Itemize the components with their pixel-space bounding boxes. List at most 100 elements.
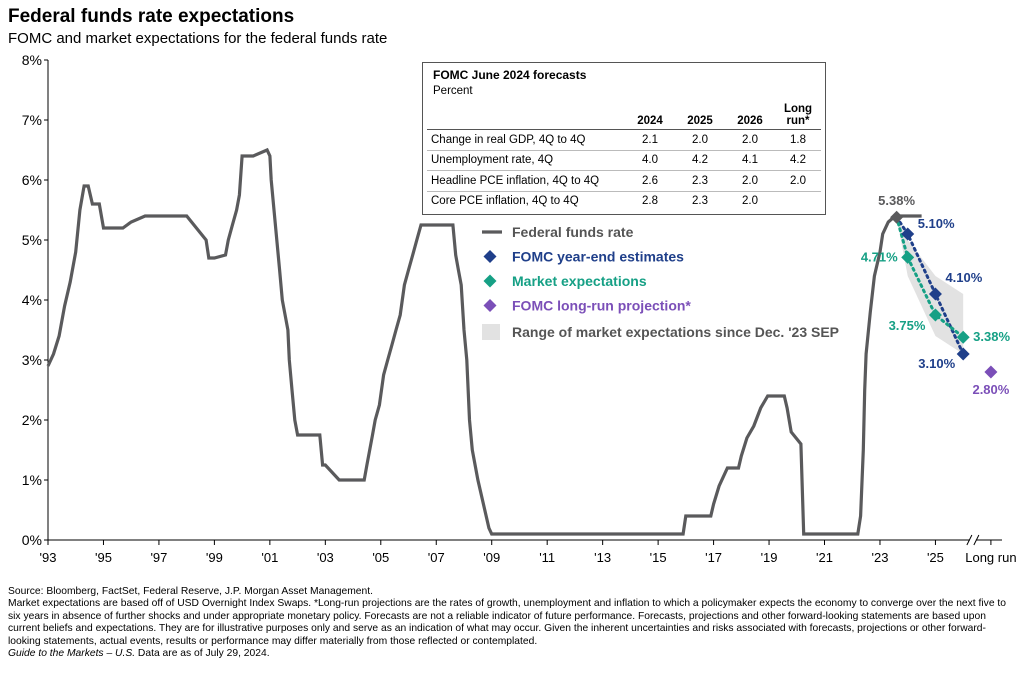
legend-diamond-swatch xyxy=(483,250,497,263)
x-tick-label: '21 xyxy=(816,550,833,565)
table-cell: 4.0 xyxy=(625,150,675,171)
legend-range-swatch xyxy=(482,324,500,340)
table-cell: 2.1 xyxy=(625,129,675,151)
axis-break-gap xyxy=(969,536,976,544)
asof-text: Data are as of July 29, 2024. xyxy=(135,648,270,660)
chart-subtitle: FOMC and market expectations for the fed… xyxy=(8,30,388,47)
table-cell: 2.3 xyxy=(692,195,708,208)
table-row-label: Core PCE inflation, 4Q to 4Q xyxy=(431,195,579,208)
table-cell: 2.6 xyxy=(625,170,675,192)
legend-label: Range of market expectations since Dec. … xyxy=(512,324,839,340)
x-tick-label: '09 xyxy=(483,550,500,565)
forecast-table-header-row: 2024 2025 2026 Long run* xyxy=(427,103,821,130)
current-rate-label: 5.38% xyxy=(878,193,915,208)
chart-title: Federal funds rate expectations xyxy=(8,6,295,27)
y-tick-label: 7% xyxy=(22,112,42,128)
fed-funds-line xyxy=(46,147,922,536)
y-tick-label: 4% xyxy=(22,292,42,308)
longrun-data-label: 2.80% xyxy=(972,382,1009,397)
x-tick-label: '15 xyxy=(650,550,667,565)
market-dotted-line xyxy=(895,215,965,339)
fomc-data-label: 4.10% xyxy=(945,270,982,285)
table-cell: 4.2 xyxy=(675,150,725,171)
fomc-data-label: 5.10% xyxy=(918,216,955,231)
asof-note: Guide to the Markets – U.S. Data are as … xyxy=(8,648,1013,660)
x-tick-label: '99 xyxy=(206,550,223,565)
table-cell: 2.0 xyxy=(675,129,725,151)
forecast-table: 2024 2025 2026 Long run* Change in real … xyxy=(427,103,821,211)
x-tick-label: Long run xyxy=(965,550,1016,565)
market-point xyxy=(956,330,970,344)
x-tick-label: '05 xyxy=(372,550,389,565)
fomc-point xyxy=(956,347,970,361)
table-cell: 2.0 xyxy=(775,170,821,192)
fomc-point xyxy=(928,287,942,301)
y-tick-label: 8% xyxy=(22,52,42,68)
legend-diamond-swatch xyxy=(483,299,497,312)
y-tick-label: 1% xyxy=(22,472,42,488)
forecast-col-header: 2025 xyxy=(675,103,725,130)
footnotes: Source: Bloomberg, FactSet, Federal Rese… xyxy=(8,586,1013,660)
fomc-dotted-line xyxy=(895,215,965,356)
table-row-label: Unemployment rate, 4Q xyxy=(427,150,625,171)
x-tick-label: '03 xyxy=(317,550,334,565)
forecast-table-title: FOMC June 2024 forecasts xyxy=(433,68,587,82)
forecast-table-subtitle: Percent xyxy=(433,85,473,97)
market-point xyxy=(901,250,915,264)
table-row: Headline PCE inflation, 4Q to 4Q 2.6 2.3… xyxy=(427,170,821,192)
table-cell: 1.8 xyxy=(775,129,821,151)
x-tick-label: '17 xyxy=(705,550,722,565)
longrun-point xyxy=(984,365,998,379)
x-tick-label: '23 xyxy=(872,550,889,565)
guide-label: Guide to the Markets – U.S. xyxy=(8,648,136,660)
table-cell: 2.0 xyxy=(725,129,775,151)
source-note: Source: Bloomberg, FactSet, Federal Rese… xyxy=(8,586,373,597)
forecast-col-header: Long run* xyxy=(775,103,821,130)
market-point xyxy=(928,308,942,322)
table-row-label: Change in real GDP, 4Q to 4Q xyxy=(427,129,625,151)
x-tick-label: '97 xyxy=(150,550,167,565)
table-row-label: Headline PCE inflation, 4Q to 4Q xyxy=(427,170,625,192)
table-cell: 4.1 xyxy=(725,150,775,171)
y-tick-label: 0% xyxy=(22,532,42,548)
legend-diamond-swatch xyxy=(483,274,497,288)
x-tick-label: '01 xyxy=(261,550,278,565)
table-cell: 4.2 xyxy=(775,150,821,171)
current-rate-point xyxy=(890,210,904,224)
fomc-point xyxy=(901,227,915,241)
x-tick-label: '11 xyxy=(539,550,555,565)
table-cell xyxy=(775,191,821,211)
axis-break-mark xyxy=(973,534,980,546)
x-tick-label: '95 xyxy=(95,550,112,565)
fomc-data-label: 3.10% xyxy=(918,356,955,371)
table-row: Change in real GDP, 4Q to 4Q 2.1 2.0 2.0… xyxy=(427,129,821,151)
disclaimer-note: Market expectations are based off of USD… xyxy=(8,598,1007,647)
table-cell: 2.0 xyxy=(742,195,758,208)
x-tick-label: '93 xyxy=(40,550,57,565)
x-tick-label: '07 xyxy=(428,550,445,565)
forecast-col-header: 2026 xyxy=(725,103,775,130)
market-data-label: 3.75% xyxy=(889,318,926,333)
legend-label: FOMC long-run projection* xyxy=(512,298,691,314)
x-tick-label: '13 xyxy=(594,550,611,565)
y-tick-label: 5% xyxy=(22,232,42,248)
forecast-col-header: 2024 xyxy=(625,103,675,130)
legend-label: Market expectations xyxy=(512,273,647,289)
y-tick-label: 3% xyxy=(22,352,42,368)
legend-label: FOMC year-end estimates xyxy=(512,249,684,265)
table-row: Unemployment rate, 4Q 4.0 4.2 4.1 4.2 xyxy=(427,150,821,171)
y-tick-label: 6% xyxy=(22,172,42,188)
forecast-table-corner xyxy=(427,103,625,130)
x-tick-label: '25 xyxy=(927,550,944,565)
table-cell: 2.8 xyxy=(642,195,658,208)
y-tick-label: 2% xyxy=(22,412,42,428)
axis-break-mark xyxy=(966,534,973,546)
market-data-label: 3.38% xyxy=(973,329,1010,344)
table-row: Core PCE inflation, 4Q to 4Q 2.8 2.3 2.0 xyxy=(427,191,821,211)
table-cell: 2.0 xyxy=(725,170,775,192)
x-tick-label: '19 xyxy=(761,550,778,565)
forecast-table-box: FOMC June 2024 forecasts Percent 2024 20… xyxy=(422,62,826,215)
table-cell: 2.3 xyxy=(675,170,725,192)
legend-label: Federal funds rate xyxy=(512,224,634,240)
fed-funds-chart: 0% 1% 2% 3% 4% 5% 6% 7% 8% '93 '95 '97 '99 '01 '03 '05 '… xyxy=(22,52,1017,565)
